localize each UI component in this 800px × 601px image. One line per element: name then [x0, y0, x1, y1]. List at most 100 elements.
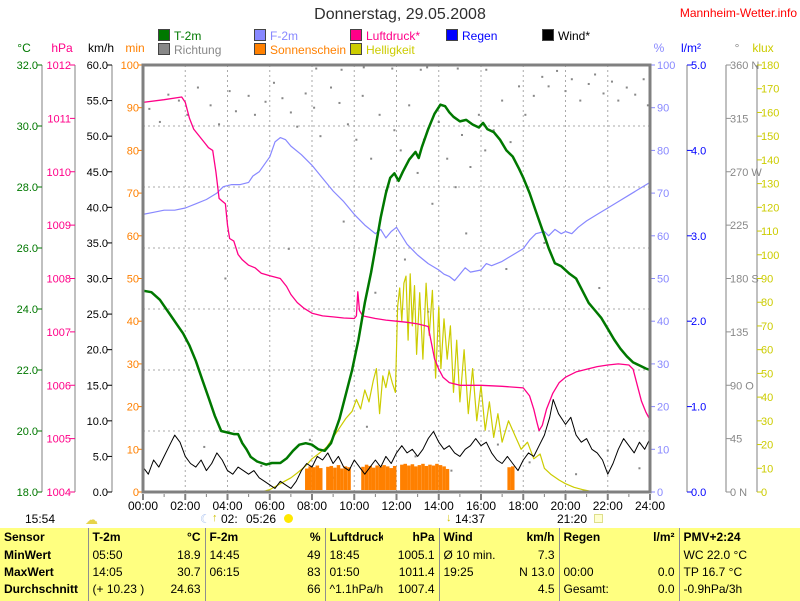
legend-label: T-2m	[174, 29, 202, 43]
axis-tick-label-klux: 70	[761, 321, 773, 333]
axis-tick-label-klux: 140	[761, 155, 779, 167]
axis-tick-label-pct: 10	[657, 444, 669, 456]
moonset-time: 14:37	[455, 512, 486, 526]
x-axis-label: 18:00	[508, 499, 538, 513]
series-luftdruck-line	[142, 96, 651, 432]
wind-direction-dot	[492, 129, 495, 132]
table-cell: 19:25	[438, 563, 505, 580]
sunshine-bar	[392, 465, 397, 490]
sunshine-bar	[318, 468, 323, 490]
axis-tick-label-min: 20	[127, 402, 139, 414]
sunshine-bar	[445, 468, 450, 490]
table-cell: 30.7	[177, 564, 201, 579]
sunshine-bar	[312, 467, 316, 490]
wind-direction-dot	[484, 149, 487, 152]
table-row-29-05-23-55: 29.05. 23:5523.013:00 ↓721005.23 Bft6.50…	[0, 597, 800, 601]
wind-direction-dot	[234, 110, 237, 113]
table-header-cell: %	[309, 530, 321, 544]
axis-tick-label-klux: 80	[761, 297, 773, 309]
legend-swatch-icon	[350, 43, 362, 55]
table-cell	[87, 597, 148, 601]
axis-tick-label-min: 100	[121, 60, 139, 72]
axis-tick-label-temp: 28.0	[17, 182, 38, 194]
wind-direction-dot	[501, 99, 504, 102]
axis-tick-label-wind: 40.0	[87, 202, 108, 214]
table-cell	[438, 580, 505, 597]
legend-item-luftdruck-: Luftdruck*	[350, 29, 420, 43]
axis-tick-label-wind: 50.0	[87, 131, 108, 143]
axis-tick-label-lm2: 4.0	[691, 145, 706, 157]
wind-direction-dot	[355, 138, 358, 141]
wind-direction-dot	[374, 291, 377, 294]
axis-tick-label-min: 0	[133, 487, 139, 499]
legend-swatch-icon	[158, 43, 170, 55]
axis-tick-label-deg: 0 N	[730, 487, 747, 499]
axis-title-min: min	[125, 41, 144, 55]
wind-direction-dot	[272, 81, 275, 84]
table-header-cell: F-2m	[204, 528, 267, 546]
sunshine-bar	[438, 465, 443, 490]
table-cell: 14:45	[204, 546, 267, 563]
wind-direction-dot	[260, 464, 263, 467]
axis-title-deg: °	[735, 41, 740, 55]
axis-tick-label-pct: 60	[657, 231, 669, 243]
legend-item-wind-: Wind*	[542, 29, 590, 43]
sunshine-bar	[368, 465, 372, 490]
sunset-icon	[594, 512, 603, 526]
legend-item-t-2m: T-2m	[158, 29, 202, 43]
axis-title-temp: °C	[17, 41, 31, 55]
axis-title-wind: km/h	[88, 41, 114, 55]
legend-swatch-icon	[254, 43, 266, 55]
wind-direction-dot	[228, 90, 231, 93]
wind-direction-dot	[602, 92, 605, 95]
wind-direction-dot	[485, 68, 488, 71]
legend-item-f-2m: F-2m	[254, 29, 298, 43]
wind-direction-dot	[465, 232, 468, 235]
axis-tick-label-wind: 15.0	[87, 380, 108, 392]
wind-direction-dot	[408, 104, 411, 107]
table-cell: 83	[307, 564, 321, 579]
legend-label: F-2m	[270, 29, 298, 43]
axis-tick-label-klux: 50	[761, 368, 773, 380]
axis-tick-label-temp: 20.0	[17, 426, 38, 438]
wind-direction-dot	[642, 78, 645, 81]
wind-direction-dot	[606, 449, 609, 452]
axis-tick-label-klux: 130	[761, 179, 779, 191]
table-cell: ^1.1hPa/h	[324, 580, 383, 597]
axis-tick-label-hpa: 1004	[47, 487, 71, 499]
wind-direction-dot	[610, 80, 613, 83]
wind-direction-dot	[469, 166, 472, 169]
table-cell: WC 22.0 °C	[678, 546, 800, 563]
axis-tick-label-pct: 40	[657, 316, 669, 328]
axis-tick-label-deg: 315	[730, 113, 748, 125]
wind-direction-dot	[264, 100, 267, 103]
axis-tick-label-wind: 30.0	[87, 274, 108, 286]
sunshine-bar	[326, 466, 330, 490]
brand-link[interactable]: Mannheim-Wetter.info	[679, 6, 797, 20]
axis-tick-label-min: 50	[127, 274, 139, 286]
sunshine-bar	[315, 465, 320, 490]
x-axis-label: 24:00	[635, 499, 665, 513]
wind-direction-dot	[634, 93, 637, 96]
axis-tick-label-hpa: 1006	[47, 380, 71, 392]
sunshine-bar	[375, 465, 379, 490]
axis-tick-label-klux: 180	[761, 60, 779, 72]
table-cell: Durchschnitt	[4, 581, 79, 596]
axis-tick-label-deg: 180 S	[730, 274, 759, 286]
wind-direction-dot	[370, 157, 373, 160]
page-title: Donnerstag, 29.05.2008	[314, 6, 486, 23]
table-cell: 6.5	[505, 597, 559, 601]
table-cell: 0.0	[621, 597, 679, 601]
axis-tick-label-klux: 40	[761, 392, 773, 404]
axis-tick-label-min: 30	[127, 359, 139, 371]
wind-direction-dot	[509, 141, 512, 144]
wind-direction-dot	[346, 123, 349, 126]
axis-tick-label-wind: 60.0	[87, 60, 108, 72]
x-axis-label: 10:00	[339, 499, 369, 513]
wind-direction-dot	[399, 149, 402, 152]
wind-direction-dot	[224, 277, 227, 280]
axis-tick-label-klux: 100	[761, 250, 779, 262]
axis-tick-label-min: 40	[127, 316, 139, 328]
wind-direction-dot	[528, 461, 531, 464]
wind-direction-dot	[362, 66, 365, 69]
